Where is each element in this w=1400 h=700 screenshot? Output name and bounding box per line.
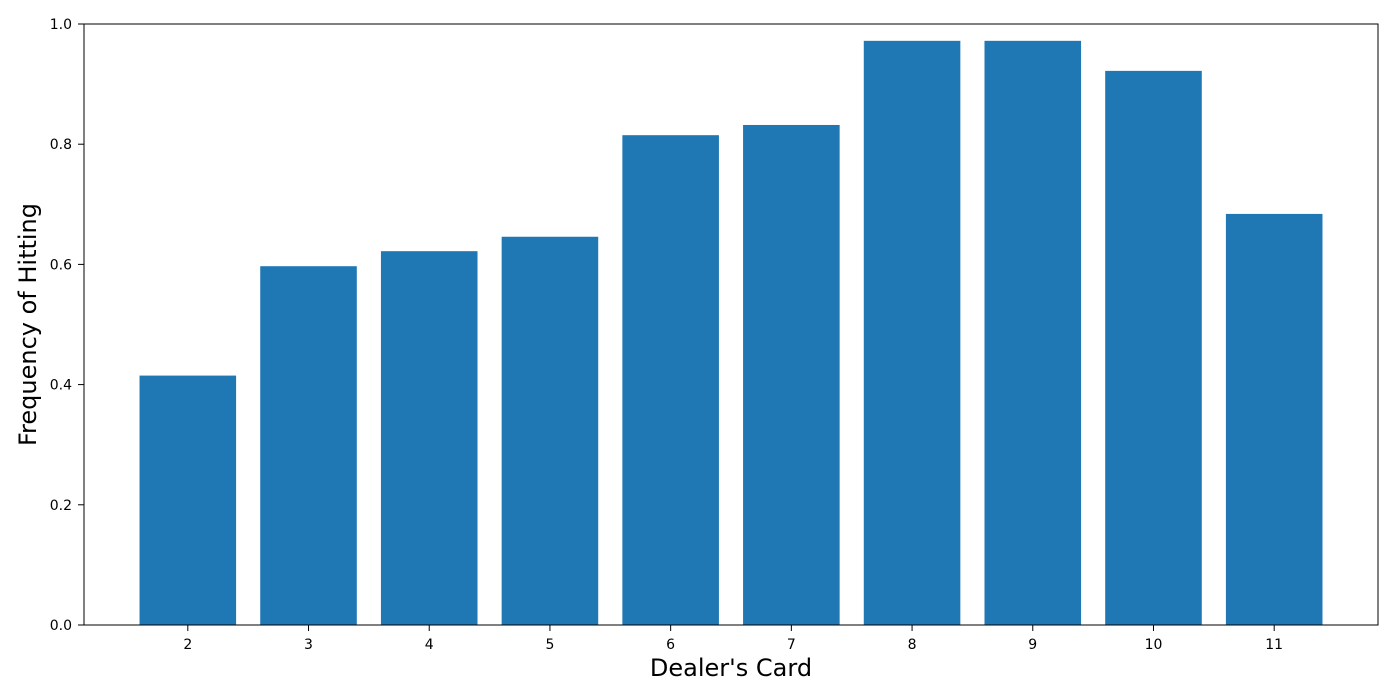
x-axis-ticks: 2 3 4 5 6 7 8 9 10 11 xyxy=(183,625,1283,653)
bar-6 xyxy=(622,135,719,625)
bar-11 xyxy=(1225,213,1323,625)
bar-5 xyxy=(501,236,599,625)
y-tick-label: 0.4 xyxy=(50,378,72,394)
y-tick-label: 0.2 xyxy=(50,498,72,514)
bar-2 xyxy=(139,375,237,625)
x-tick-label: 2 xyxy=(183,637,192,653)
bar-3 xyxy=(260,266,357,625)
x-tick-label: 8 xyxy=(908,637,917,653)
y-axis-label: Frequency of Hitting xyxy=(14,203,42,446)
y-tick-label: 0.6 xyxy=(50,257,72,273)
y-tick-label: 1.0 xyxy=(50,17,72,33)
x-tick-label: 11 xyxy=(1265,637,1283,653)
bar-7 xyxy=(743,124,840,625)
x-tick-label: 6 xyxy=(666,637,675,653)
bar-9 xyxy=(984,40,1082,625)
x-tick-label: 9 xyxy=(1028,637,1037,653)
plot-frame xyxy=(83,23,1379,626)
x-tick-label: 3 xyxy=(304,637,313,653)
x-axis-label: Dealer's Card xyxy=(650,654,812,682)
y-tick-label: 0.0 xyxy=(50,618,72,634)
bars-layer xyxy=(139,40,1323,626)
bar-10 xyxy=(1105,70,1202,626)
axes-layer xyxy=(83,23,1379,626)
bar-8 xyxy=(863,40,961,625)
x-tick-label: 5 xyxy=(545,637,554,653)
x-tick-label: 10 xyxy=(1145,637,1163,653)
y-tick-label: 0.8 xyxy=(50,137,72,153)
bar-4 xyxy=(380,251,478,626)
x-tick-label: 4 xyxy=(425,637,434,653)
x-tick-label: 7 xyxy=(787,637,796,653)
y-axis-ticks: 0.0 0.2 0.4 0.6 0.8 1.0 xyxy=(50,17,84,634)
